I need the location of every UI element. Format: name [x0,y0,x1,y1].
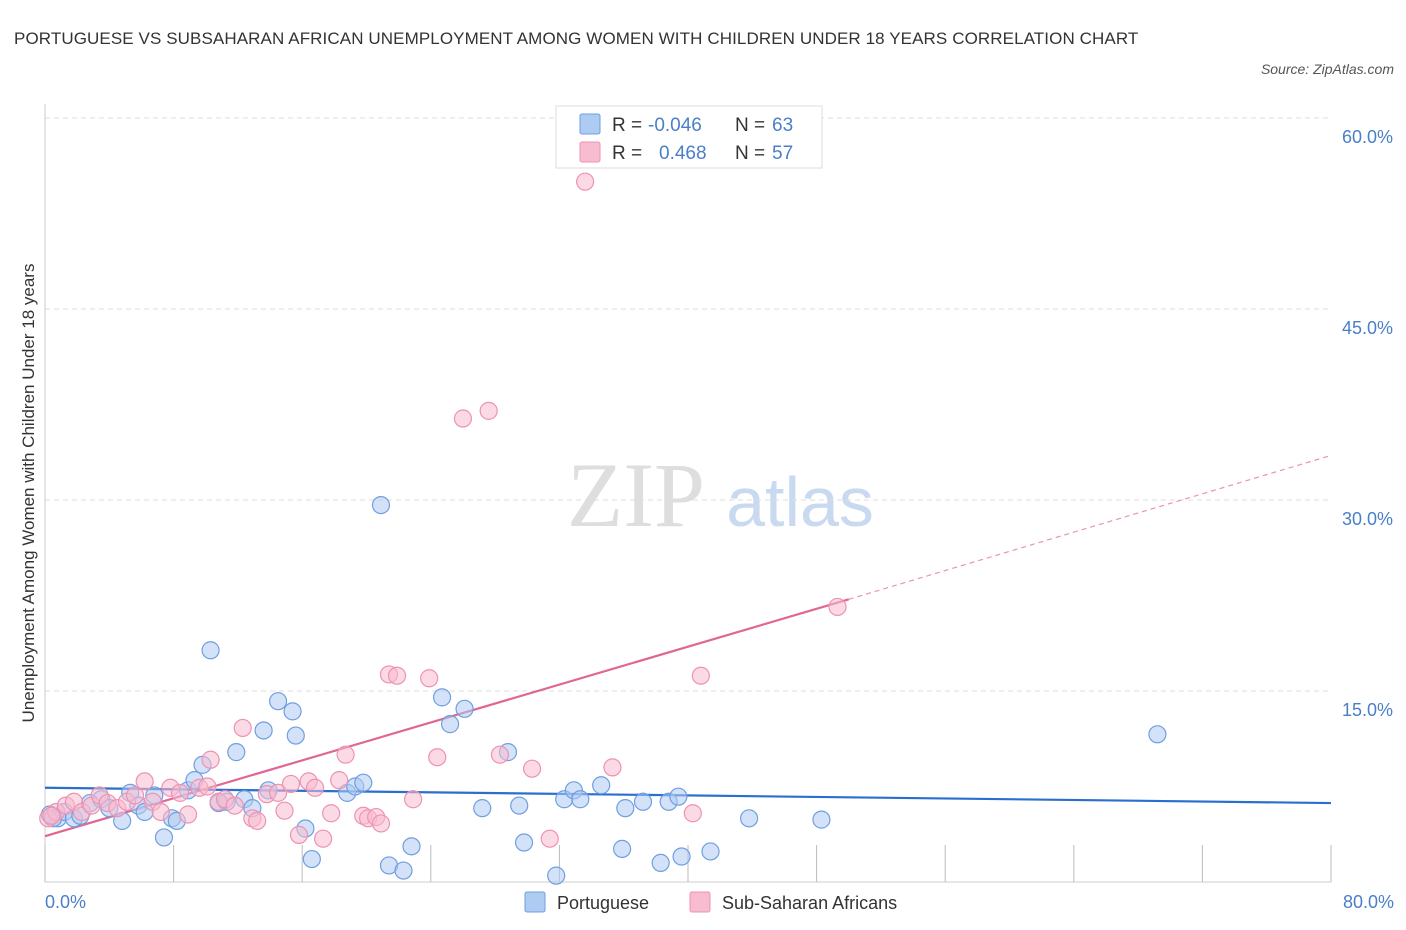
portuguese-point [651,853,670,873]
subsaharan-point [233,718,252,738]
subsaharan-trend-extension [848,454,1332,600]
y-axis-label: Unemployment Among Women with Children U… [19,264,38,723]
subsaharan-point [225,796,244,815]
subsaharan-point [428,748,447,767]
portuguese-point [592,776,611,795]
subsaharan-point [198,777,217,796]
legend-n-value-2: 57 [772,143,793,164]
portuguese-point [672,847,691,866]
portuguese-point [371,495,391,515]
points-layer [39,172,1167,885]
correlation-legend: R = -0.046 N = 63 R = 0.468 N = 57 [555,105,823,169]
subsaharan-point [268,783,288,802]
portuguese-point [227,743,246,762]
portuguese-point [514,833,534,852]
subsaharan-point [275,801,294,820]
subsaharan-point [576,172,595,191]
portuguese-point [455,699,474,718]
portuguese-point [547,866,566,885]
subsaharan-point [420,669,439,688]
portuguese-point [283,702,302,721]
legend-n-value-1: 63 [772,115,793,136]
series-legend: Portuguese Sub-Saharan Africans [524,891,897,913]
subsaharan-point [135,772,154,791]
legend-n-label-1: N = [735,115,765,136]
watermark-atlas: atlas [726,463,874,541]
subsaharan-point [522,759,542,778]
legend-swatch-portuguese-bottom [524,891,546,913]
portuguese-point [812,810,831,829]
subsaharan-point [479,401,498,420]
subsaharan-point [178,805,198,824]
portuguese-point [302,849,321,869]
portuguese-point [510,796,529,815]
subsaharan-point [305,778,325,797]
portuguese-point [739,809,759,828]
subsaharan-point [170,783,190,802]
portuguese-point [402,837,421,856]
grid-layer [45,117,1331,692]
portuguese-point [394,861,413,880]
portuguese-point [473,799,492,818]
portuguese-point [701,842,720,861]
subsaharan-point [540,829,559,848]
portuguese-point [354,773,373,792]
chart-source: Source: ZipAtlas.com [1260,61,1394,77]
portuguese-point [201,641,220,660]
portuguese-point [612,839,632,858]
y-tick-label: 15.0% [1342,700,1393,720]
legend-swatch-subsaharan-bottom [689,891,711,913]
legend-r-value-2: 0.468 [659,143,707,164]
subsaharan-point [248,811,267,830]
subsaharan-point [828,597,847,617]
axis-layer: 15.0% 30.0% 45.0% 60.0% 0.0% 80.0% [44,104,1394,912]
x-tick-label: 0.0% [45,892,86,912]
y-tick-label: 60.0% [1342,127,1393,147]
x-tick-label: 80.0% [1343,892,1394,912]
portuguese-point [571,790,590,809]
portuguese-point [440,715,460,734]
portuguese-point [633,792,653,811]
portuguese-point [254,721,273,740]
chart-title: PORTUGUESE VS SUBSAHARAN AFRICAN UNEMPLO… [14,29,1139,48]
subsaharan-point [603,758,622,777]
subsaharan-point [201,750,220,769]
legend-swatch-portuguese [579,113,601,135]
subsaharan-point [151,802,170,822]
portuguese-point [669,787,688,806]
subsaharan-point [683,804,702,823]
portuguese-point [616,799,635,818]
portuguese-point [286,726,305,745]
subsaharan-point [313,829,333,848]
legend-n-label-2: N = [735,143,765,164]
subsaharan-point [42,806,61,825]
legend-label-subsaharan: Sub-Saharan Africans [722,893,897,913]
subsaharan-point [289,825,309,844]
subsaharan-point [371,814,391,833]
subsaharan-point [404,790,423,809]
portuguese-point [154,828,174,847]
watermark-zip: ZIP [567,444,705,546]
portuguese-point [432,688,452,707]
subsaharan-point [322,804,341,823]
subsaharan-point [490,745,510,764]
subsaharan-point [453,409,473,428]
subsaharan-point [281,774,301,794]
subsaharan-point [125,786,145,805]
legend-swatch-subsaharan [579,141,601,163]
subsaharan-point [330,771,349,790]
legend-r-label-1: R = [612,115,642,136]
portuguese-point [268,692,288,711]
subsaharan-point [691,666,710,685]
subsaharan-point [387,666,407,685]
subsaharan-point [336,745,355,764]
y-tick-label: 30.0% [1342,509,1393,529]
portuguese-point [1148,725,1167,744]
legend-r-label-2: R = [612,143,642,164]
y-tick-label: 45.0% [1342,318,1393,338]
legend-r-value-1: -0.046 [648,115,702,136]
legend-label-portuguese: Portuguese [557,893,649,913]
